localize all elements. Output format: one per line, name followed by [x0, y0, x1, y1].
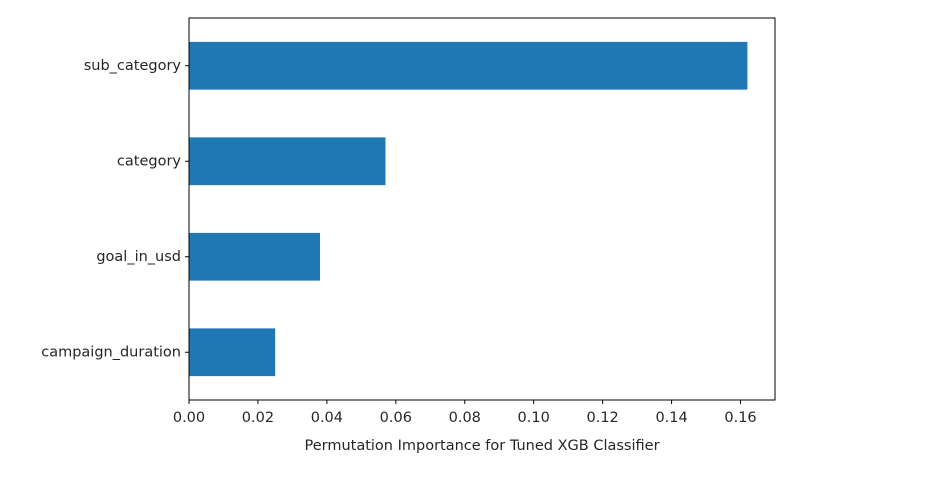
x-tick-label: 0.10 [518, 410, 550, 426]
x-tick-label: 0.06 [380, 410, 412, 426]
x-tick-label: 0.16 [724, 410, 756, 426]
ticks-layer: campaign_duration goal_in_usd category sub_… [41, 58, 756, 426]
x-tick-label: 0.14 [655, 410, 687, 426]
x-tick-label: 0.02 [242, 410, 274, 426]
x-tick-label: 0.12 [586, 410, 618, 426]
x-tick-label: 0.08 [449, 410, 481, 426]
y-tick-label: sub_category [84, 58, 182, 74]
bar-sub-category [189, 41, 748, 90]
bar-campaign-duration [189, 328, 276, 377]
x-tick-label: 0.04 [311, 410, 343, 426]
x-axis-label: Permutation Importance for Tuned XGB Cla… [304, 438, 659, 454]
x-tick-label: 0.00 [173, 410, 205, 426]
bar-goal-in-usd [189, 232, 320, 281]
plot-frame [188, 17, 776, 401]
y-tick-label: campaign_duration [41, 344, 181, 360]
y-tick-label: goal_in_usd [96, 249, 181, 265]
y-tick-label: category [117, 153, 182, 169]
bar-category [189, 137, 386, 186]
bars-layer [189, 41, 748, 377]
